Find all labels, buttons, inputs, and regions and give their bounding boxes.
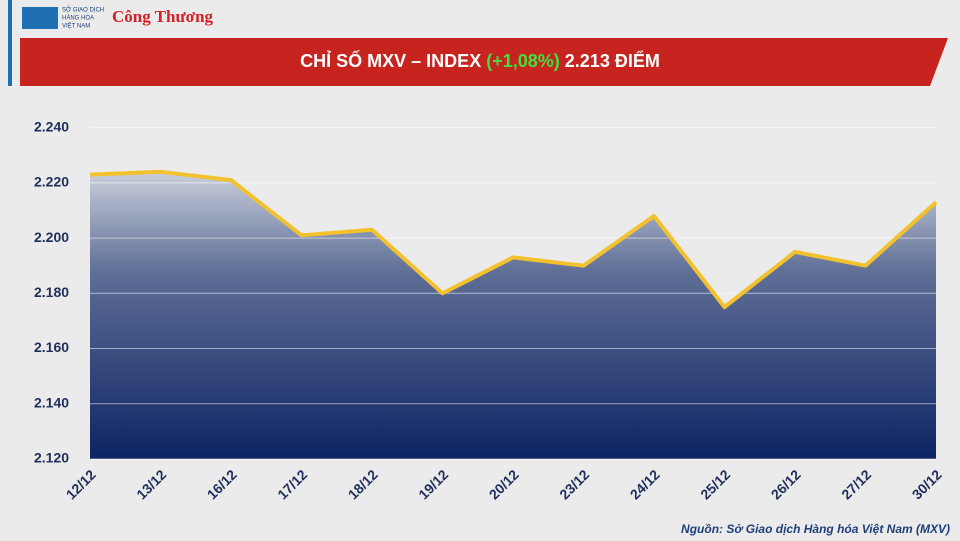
title-change: (+1,08%): [486, 51, 560, 71]
publisher: Công Thương: [112, 7, 214, 26]
line: [89, 169, 938, 310]
y-tick-label: 2.180: [34, 284, 69, 300]
y-tick-label: 2.220: [34, 174, 69, 190]
title-banner: [20, 38, 948, 86]
y-tick-label: 2.200: [34, 229, 69, 245]
y-tick-label: 2.240: [34, 118, 69, 134]
logo-text: HÀNG HÓA: [62, 15, 94, 22]
chart-title: CHỈ SỐ MXV – INDEX (+1,08%) 2.213 ĐIỂM: [300, 50, 660, 71]
source: Nguồn: Sở Giao dịch Hàng hóa Việt Nam (M…: [681, 522, 950, 536]
logo-text: SỞ GIAO DỊCH: [62, 7, 104, 14]
logo-text: VIỆT NAM: [62, 22, 90, 30]
y-tick-label: 2.140: [34, 394, 69, 410]
accent-bar: [8, 0, 12, 86]
logo: SỞ GIAO DỊCH HÀNG HÓA VIỆT NAM Công Thươ…: [22, 7, 214, 30]
y-tick-label: 2.120: [34, 450, 69, 466]
title-value: 2.213 ĐIỂM: [565, 50, 660, 71]
area: [90, 171, 936, 460]
title-text: CHỈ SỐ MXV – INDEX: [300, 50, 481, 71]
logo-icon: [22, 7, 58, 29]
y-tick-label: 2.160: [34, 339, 69, 355]
